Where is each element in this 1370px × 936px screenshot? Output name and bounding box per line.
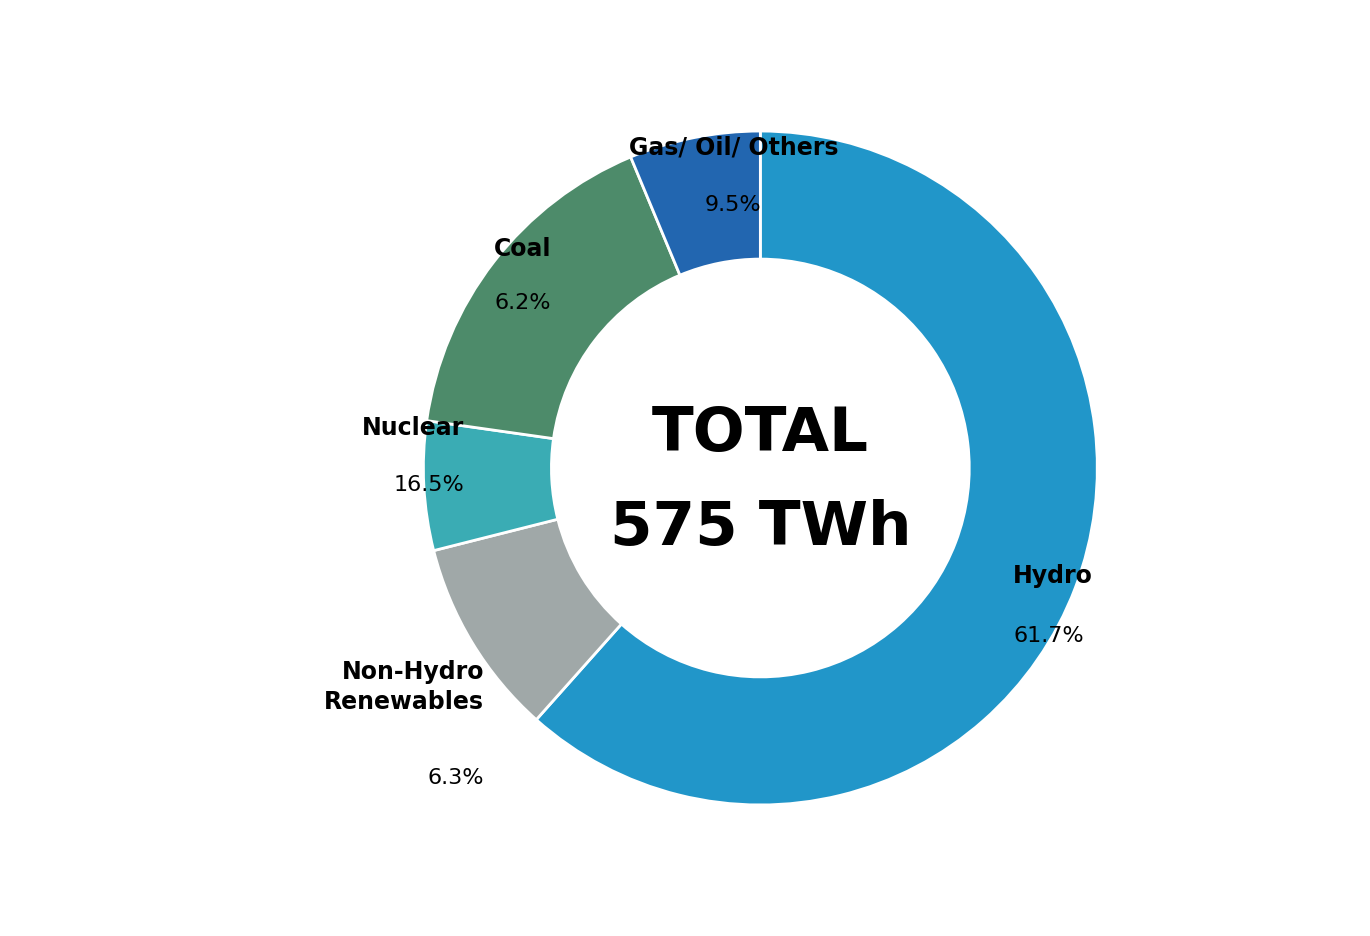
Text: 9.5%: 9.5%: [706, 196, 762, 215]
Text: 16.5%: 16.5%: [393, 475, 464, 495]
Text: TOTAL: TOTAL: [652, 404, 869, 464]
Text: Nuclear: Nuclear: [362, 416, 464, 440]
Text: 575 TWh: 575 TWh: [610, 499, 911, 558]
Text: 6.3%: 6.3%: [427, 768, 484, 788]
Wedge shape: [536, 131, 1097, 805]
Wedge shape: [423, 420, 558, 550]
Wedge shape: [426, 157, 680, 439]
Text: Non-Hydro
Renewables: Non-Hydro Renewables: [325, 660, 484, 714]
Text: Gas/ Oil/ Others: Gas/ Oil/ Others: [629, 136, 838, 160]
Wedge shape: [434, 519, 622, 720]
Text: Coal: Coal: [495, 237, 552, 261]
Text: 6.2%: 6.2%: [495, 293, 552, 313]
Wedge shape: [630, 131, 760, 275]
Text: Hydro: Hydro: [1012, 563, 1093, 588]
Text: 61.7%: 61.7%: [1012, 626, 1084, 647]
